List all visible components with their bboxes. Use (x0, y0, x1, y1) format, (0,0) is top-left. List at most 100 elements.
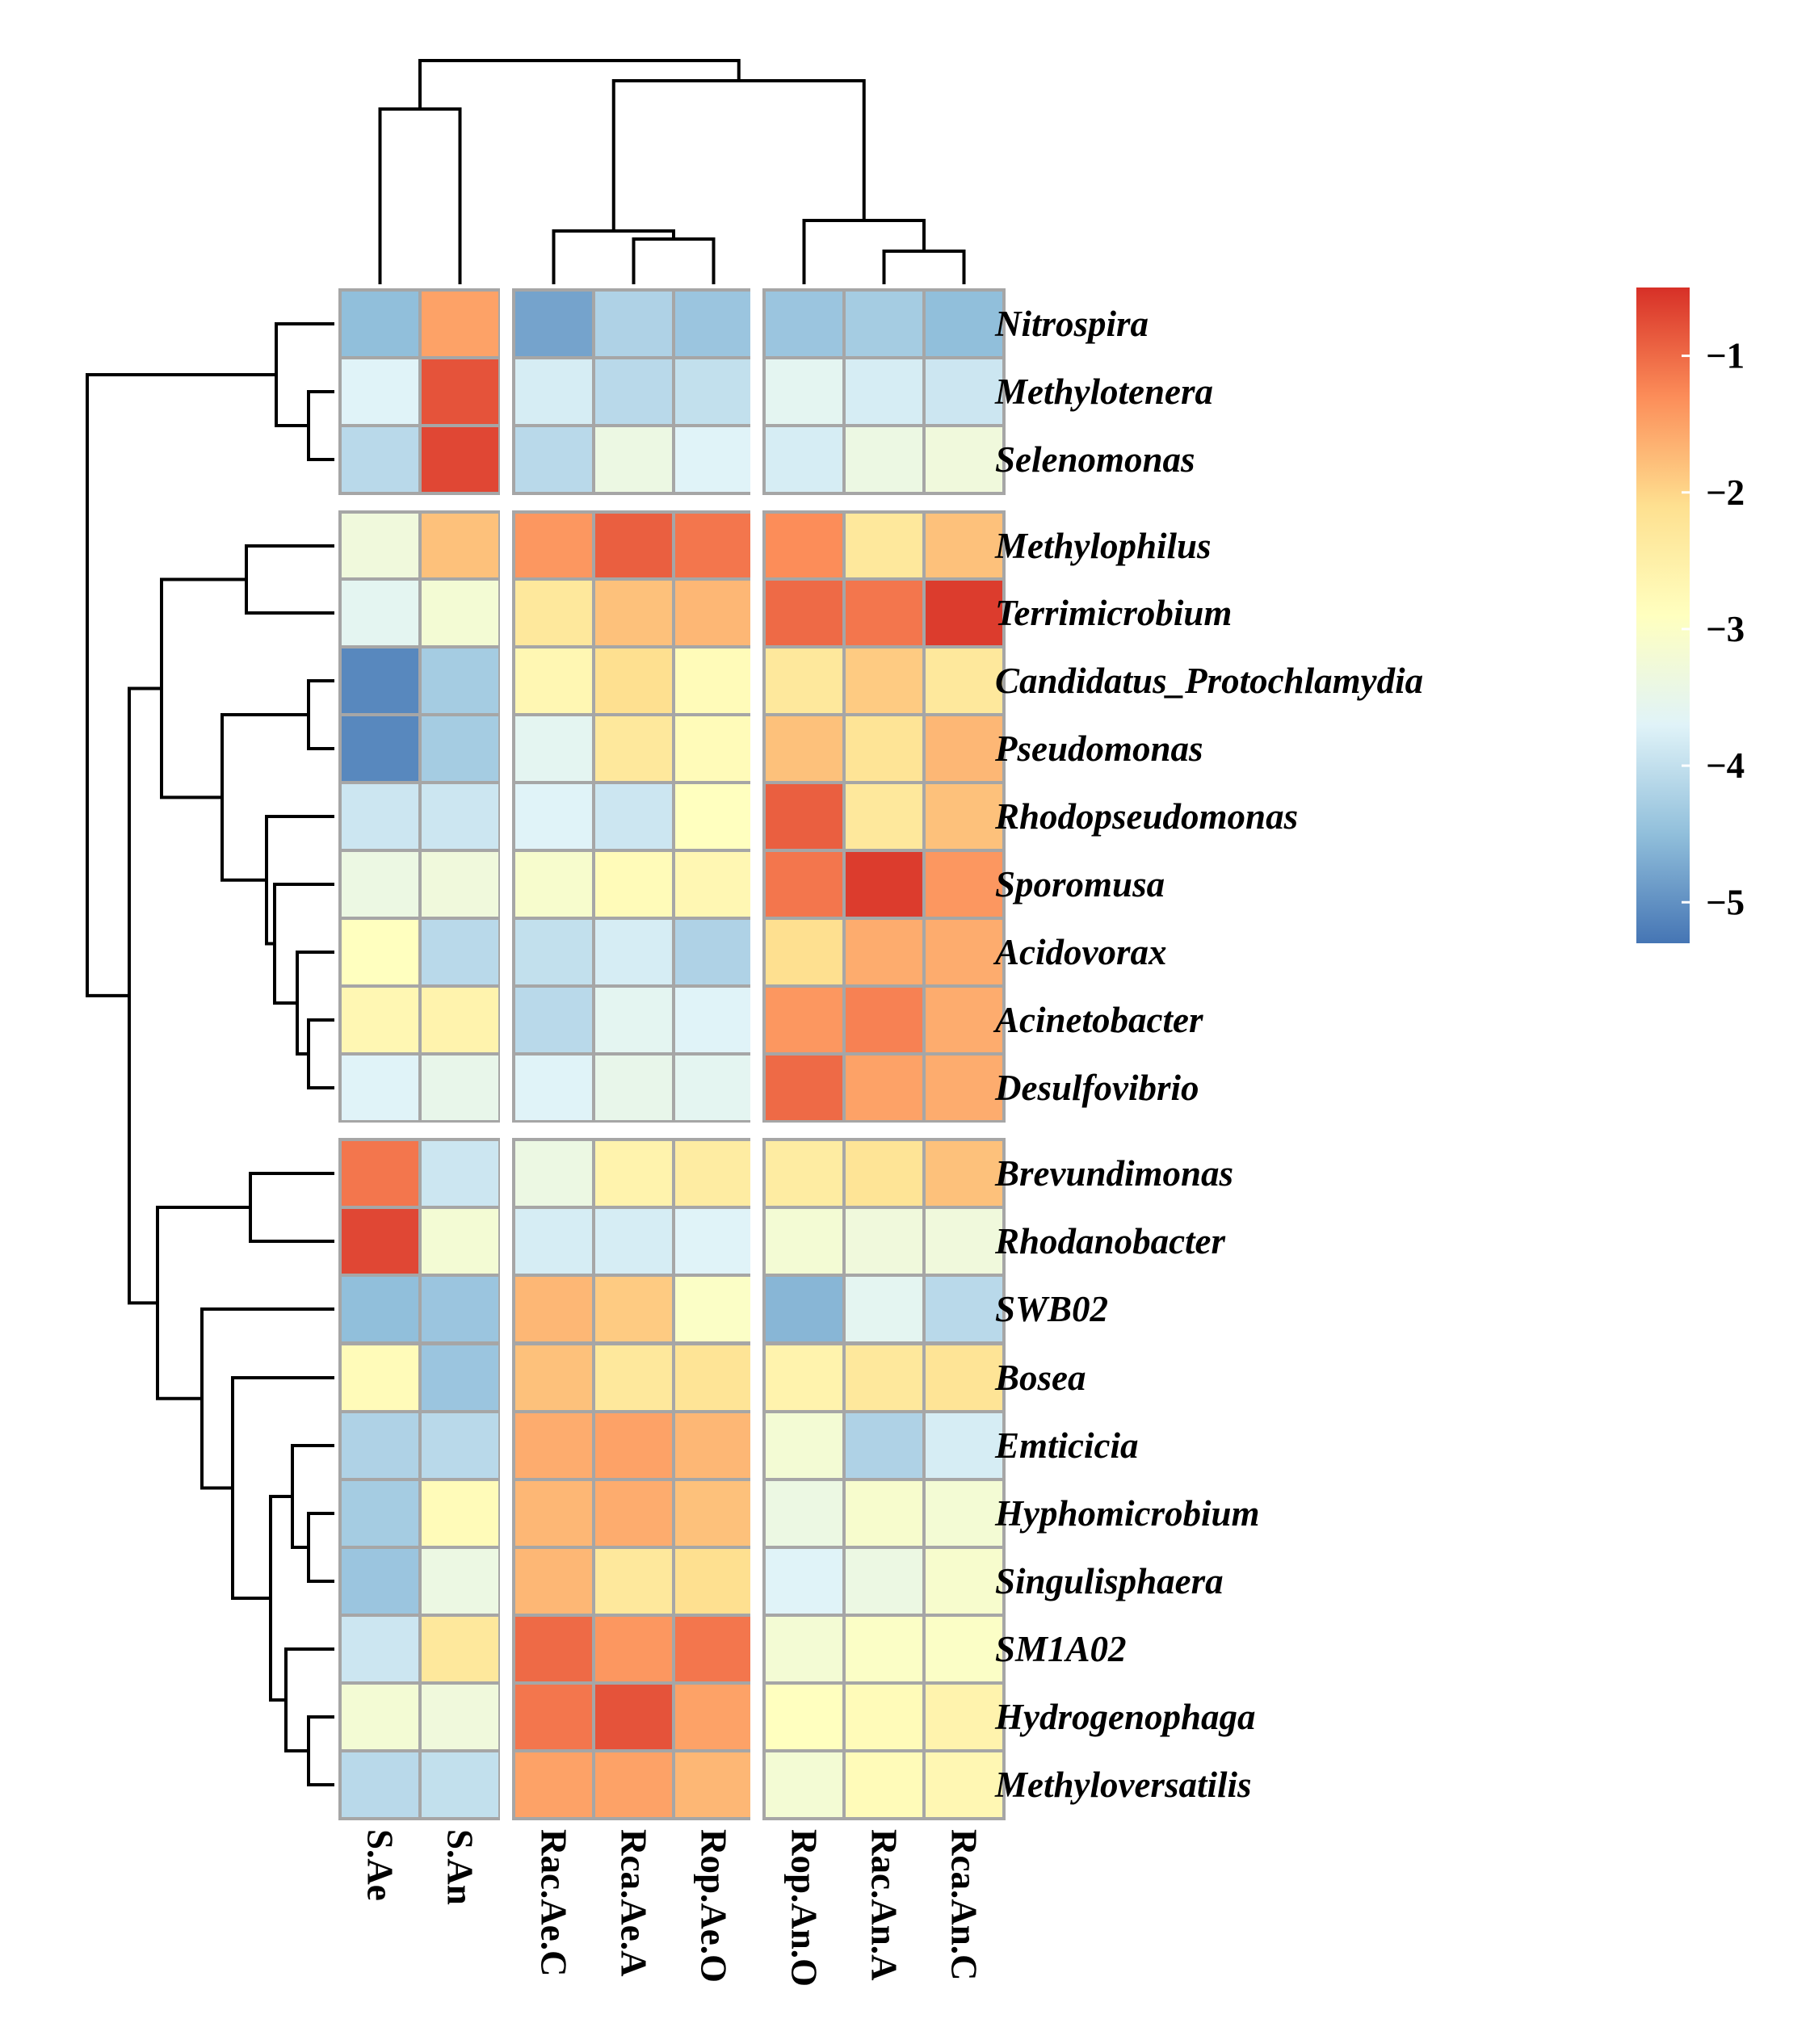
column-label-s-ae: S.Ae (360, 1829, 401, 1901)
color-legend-tick-label: −2 (1706, 472, 1745, 513)
heatmap-cell-brevundimonas-rac-ae-c (512, 1138, 595, 1209)
heatmap-cell-methylotenera-rca-ae-a (592, 356, 675, 427)
heatmap-cell-rhodopseudomonas-rop-an-o (762, 781, 846, 852)
heatmap-cell-methylophilus-rca-an-c (922, 510, 1006, 581)
heatmap-cell-acidovorax-s-ae (338, 917, 422, 988)
heatmap-cell-swb02-rac-an-a (842, 1274, 926, 1345)
row-label-desulfovibrio: Desulfovibrio (994, 1068, 1199, 1108)
heatmap-cell-selenomonas-s-ae (338, 424, 422, 495)
column-dendrogram-link (632, 237, 716, 284)
heatmap-cell-methylotenera-rop-ae-o (672, 356, 755, 427)
heatmap-cell-acidovorax-s-an (418, 917, 502, 988)
heatmap-cell-rhodanobacter-rac-an-a (842, 1206, 926, 1277)
heatmap-cell-desulfovibrio-rop-an-o (762, 1052, 846, 1123)
heatmap-cell-hyphomicrobium-rca-ae-a (592, 1478, 675, 1549)
heatmap-cell-sm1a02-s-an (418, 1614, 502, 1685)
column-label-rac-ae-c: Rac.Ae.C (534, 1829, 574, 1976)
heatmap-cell-swb02-rca-an-c (922, 1274, 1006, 1345)
row-dendrogram-link (307, 1512, 334, 1583)
column-dendrogram-link (882, 250, 966, 284)
heatmap-cell-swb02-rop-ae-o (672, 1274, 755, 1345)
heatmap-cell-methyloversatilis-rop-an-o (762, 1749, 846, 1820)
heatmap-cell-emticicia-rac-an-a (842, 1410, 926, 1481)
heatmap-cell-bosea-rca-an-c (922, 1342, 1006, 1413)
heatmap-cell-acinetobacter-rop-ae-o (672, 984, 755, 1056)
heatmap-cell-brevundimonas-rca-ae-a (592, 1138, 675, 1209)
row-label-methylotenera: Methylotenera (994, 371, 1213, 412)
heatmap-cell-brevundimonas-s-ae (338, 1138, 422, 1209)
color-legend-tick-label: −5 (1706, 882, 1745, 922)
heatmap-cell-emticicia-rop-an-o (762, 1410, 846, 1481)
heatmap-cell-rhodopseudomonas-rop-ae-o (672, 781, 755, 852)
heatmap-cell-sporomusa-rca-ae-a (592, 849, 675, 920)
heatmap-cell-desulfovibrio-rac-ae-c (512, 1052, 595, 1123)
heatmap-cell-terrimicrobium-rop-ae-o (672, 577, 755, 648)
row-dendrogram-link (245, 544, 334, 615)
heatmap-cell-desulfovibrio-rca-ae-a (592, 1052, 675, 1123)
row-dendrogram-link (307, 679, 334, 750)
heatmap-cell-candidatus-protochlamydia-rca-ae-a (592, 645, 675, 716)
heatmap-cell-selenomonas-rca-an-c (922, 424, 1006, 495)
heatmap-cell-pseudomonas-rca-ae-a (592, 713, 675, 784)
heatmap-cell-brevundimonas-rop-ae-o (672, 1138, 755, 1209)
heatmap-cell-selenomonas-rca-ae-a (592, 424, 675, 495)
heatmap-cell-terrimicrobium-s-ae (338, 577, 422, 648)
row-label-methyloversatilis: Methyloversatilis (994, 1765, 1251, 1805)
heatmap-cell-rhodanobacter-s-an (418, 1206, 502, 1277)
heatmap-cell-methyloversatilis-rca-an-c (922, 1749, 1006, 1820)
heatmap-cell-emticicia-s-ae (338, 1410, 422, 1481)
color-legend-tick-label: −4 (1706, 745, 1745, 786)
heatmap-cell-desulfovibrio-rop-ae-o (672, 1052, 755, 1123)
heatmap-cell-acidovorax-rac-ae-c (512, 917, 595, 988)
heatmap-cell-hydrogenophaga-rop-ae-o (672, 1681, 755, 1752)
row-label-singulisphaera: Singulisphaera (995, 1561, 1224, 1601)
heatmap-cell-terrimicrobium-rop-an-o (762, 577, 846, 648)
heatmap-cell-pseudomonas-rac-ae-c (512, 713, 595, 784)
heatmap-cell-singulisphaera-rca-ae-a (592, 1546, 675, 1617)
heatmap-cell-methylophilus-s-ae (338, 510, 422, 581)
heatmap-cell-methyloversatilis-s-ae (338, 1749, 422, 1820)
heatmap-cell-sporomusa-rac-ae-c (512, 849, 595, 920)
row-dendrogram-link (307, 390, 334, 461)
heatmap-cell-singulisphaera-rca-an-c (922, 1546, 1006, 1617)
heatmap-cell-bosea-rac-an-a (842, 1342, 926, 1413)
heatmap-cell-bosea-s-an (418, 1342, 502, 1413)
column-label-rac-an-a: Rac.An.A (864, 1829, 905, 1981)
heatmap-cell-hydrogenophaga-s-ae (338, 1681, 422, 1752)
heatmap-cell-candidatus-protochlamydia-rac-ae-c (512, 645, 595, 716)
heatmap-cell-methyloversatilis-s-an (418, 1749, 502, 1820)
row-label-pseudomonas: Pseudomonas (994, 728, 1203, 769)
heatmap-cell-selenomonas-rop-an-o (762, 424, 846, 495)
heatmap-cell-candidatus-protochlamydia-rop-ae-o (672, 645, 755, 716)
row-label-brevundimonas: Brevundimonas (994, 1153, 1233, 1194)
heatmap-cell-brevundimonas-rac-an-a (842, 1138, 926, 1209)
heatmap-cell-selenomonas-rac-an-a (842, 424, 926, 495)
heatmap-cell-rhodanobacter-rca-an-c (922, 1206, 1006, 1277)
heatmap-cell-selenomonas-s-an (418, 424, 502, 495)
row-dendrogram-link (307, 1715, 334, 1786)
row-label-rhodopseudomonas: Rhodopseudomonas (994, 796, 1298, 837)
heatmap-cell-hyphomicrobium-rac-an-a (842, 1478, 926, 1549)
column-label-s-an: S.An (440, 1829, 481, 1905)
heatmap-cell-desulfovibrio-s-ae (338, 1052, 422, 1123)
row-dendrogram (86, 322, 334, 1786)
heatmap-cell-swb02-s-ae (338, 1274, 422, 1345)
row-label-terrimicrobium: Terrimicrobium (995, 593, 1232, 633)
heatmap-cell-brevundimonas-s-an (418, 1138, 502, 1209)
column-gap (750, 287, 761, 1822)
row-dendrogram-link (249, 1172, 334, 1243)
heatmap-cell-swb02-rop-an-o (762, 1274, 846, 1345)
heatmap-cell-candidatus-protochlamydia-rca-an-c (922, 645, 1006, 716)
heatmap-cell-methylotenera-rac-an-a (842, 356, 926, 427)
heatmap-cell-methylophilus-rac-ae-c (512, 510, 595, 581)
heatmap-cell-emticicia-rac-ae-c (512, 1410, 595, 1481)
row-label-rhodanobacter: Rhodanobacter (994, 1221, 1226, 1261)
heatmap-cell-terrimicrobium-rac-an-a (842, 577, 926, 648)
heatmap-cell-swb02-rca-ae-a (592, 1274, 675, 1345)
heatmap-cell-methylotenera-rac-ae-c (512, 356, 595, 427)
heatmap-cell-acidovorax-rop-an-o (762, 917, 846, 988)
column-label-rca-an-c: Rca.An.C (944, 1829, 985, 1981)
heatmap-cell-bosea-rop-ae-o (672, 1342, 755, 1413)
heatmap-cells (338, 288, 1006, 1820)
heatmap-cell-selenomonas-rop-ae-o (672, 424, 755, 495)
